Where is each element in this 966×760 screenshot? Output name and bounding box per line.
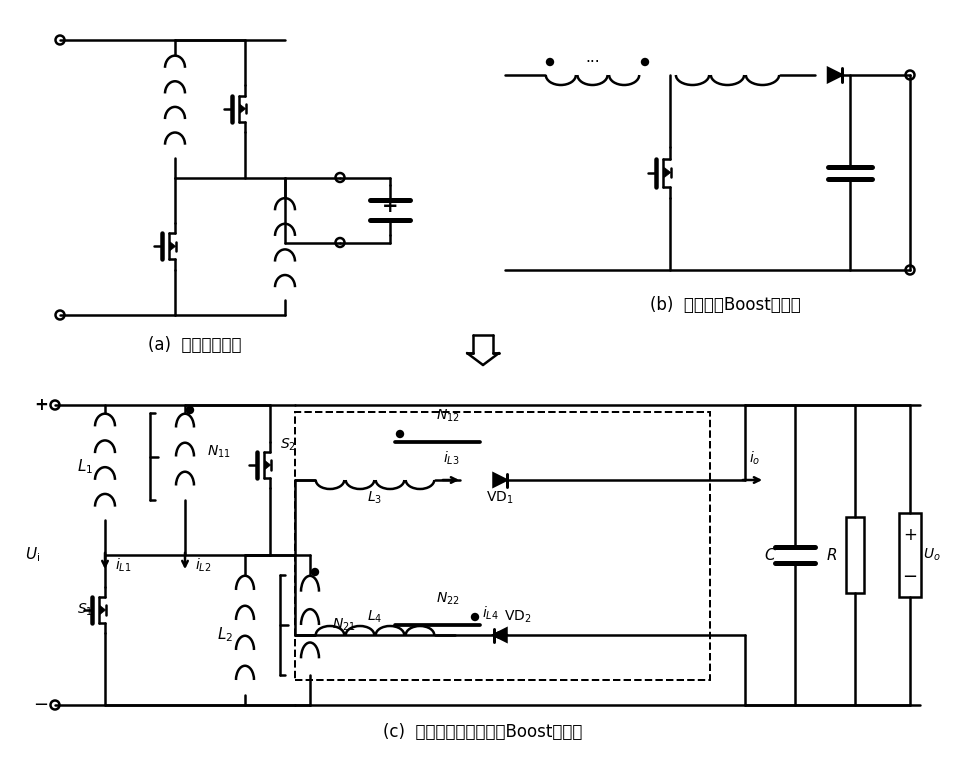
Bar [846, 517, 864, 593]
Circle shape [186, 407, 193, 413]
Text: $C$: $C$ [764, 547, 777, 563]
Polygon shape [240, 104, 245, 113]
Text: $L_{2}$: $L_{2}$ [217, 625, 233, 644]
Polygon shape [828, 68, 842, 82]
Text: $i_{o}$: $i_{o}$ [750, 450, 760, 467]
Text: (a)  有源开关电感: (a) 有源开关电感 [148, 336, 242, 354]
Text: $U_{\mathrm{i}}$: $U_{\mathrm{i}}$ [25, 546, 41, 565]
Text: $N_{12}$: $N_{12}$ [436, 407, 460, 424]
Text: $L_{1}$: $L_{1}$ [77, 458, 93, 476]
Bar [295, 412, 710, 680]
Text: −: − [902, 568, 918, 586]
Text: −: − [34, 696, 48, 714]
Polygon shape [494, 473, 506, 486]
Text: $N_{22}$: $N_{22}$ [436, 591, 460, 607]
Text: +: + [34, 396, 48, 414]
Polygon shape [665, 168, 670, 177]
Polygon shape [494, 629, 506, 641]
Text: (b)  耦合电感Boost变换器: (b) 耦合电感Boost变换器 [649, 296, 801, 314]
Text: $L_{4}$: $L_{4}$ [367, 609, 383, 625]
Text: $\mathrm{VD}_{1}$: $\mathrm{VD}_{1}$ [486, 489, 514, 506]
Text: ···: ··· [585, 55, 600, 71]
Circle shape [547, 59, 554, 65]
Text: $S_{1}$: $S_{1}$ [77, 602, 93, 618]
Polygon shape [265, 461, 270, 470]
Polygon shape [99, 606, 105, 615]
Circle shape [396, 430, 404, 438]
Text: $S_{2}$: $S_{2}$ [280, 437, 296, 453]
Circle shape [471, 613, 478, 620]
Text: +: + [903, 526, 917, 544]
Circle shape [311, 568, 319, 575]
Circle shape [641, 59, 648, 65]
Text: $R$: $R$ [826, 547, 837, 563]
Text: $L_{3}$: $L_{3}$ [367, 489, 383, 506]
Text: $i_{L4}$: $i_{L4}$ [482, 605, 498, 622]
Polygon shape [170, 242, 176, 251]
Text: (c)  高增益耦合电感倍压Boost变换器: (c) 高增益耦合电感倍压Boost变换器 [384, 723, 582, 741]
Bar [899, 513, 921, 597]
Text: $\mathrm{VD}_{2}$: $\mathrm{VD}_{2}$ [504, 609, 531, 625]
Text: +: + [382, 198, 398, 217]
Text: $i_{L2}$: $i_{L2}$ [195, 556, 212, 574]
Text: $N_{11}$: $N_{11}$ [207, 443, 231, 460]
Text: $i_{L3}$: $i_{L3}$ [442, 450, 459, 467]
Text: $N_{21}$: $N_{21}$ [332, 617, 355, 633]
Text: $i_{L1}$: $i_{L1}$ [115, 556, 131, 574]
Text: $U_{o}$: $U_{o}$ [923, 546, 941, 563]
